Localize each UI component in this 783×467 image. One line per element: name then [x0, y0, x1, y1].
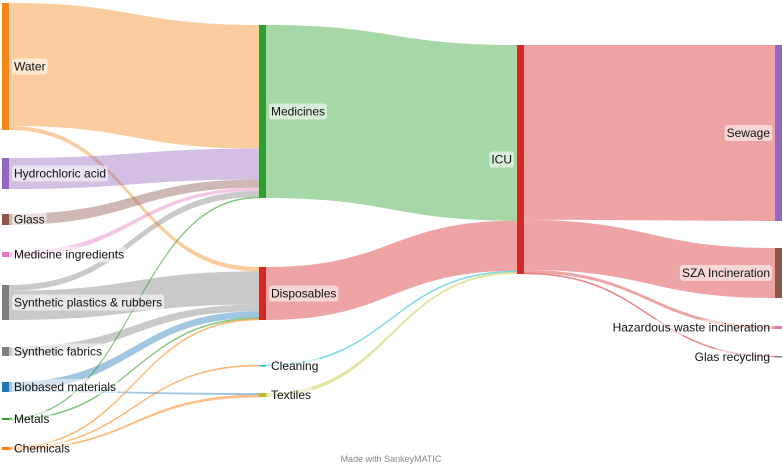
node-label-bg-hazardous — [610, 319, 772, 336]
node-plastics — [2, 285, 9, 320]
node-medicines — [259, 25, 266, 198]
node-label-bg-metals — [12, 411, 52, 427]
node-hcl — [2, 158, 9, 189]
node-label-bg-sewage — [724, 125, 773, 141]
node-label-bg-textiles — [269, 387, 314, 403]
node-label-chemicals: Chemicals — [14, 442, 70, 456]
node-label-bg-icu — [489, 151, 514, 168]
flow-water-to-medicines — [9, 3, 259, 149]
node-label-bg-biobased — [12, 379, 119, 395]
node-hazardous — [775, 326, 782, 329]
node-label-bg-fabrics — [12, 343, 105, 360]
node-label-med_ing: Medicine ingredients — [14, 248, 124, 262]
sankey-links — [8, 3, 776, 451]
node-label-sewage: Sewage — [727, 126, 771, 140]
node-label-biobased: Biobased materials — [14, 380, 116, 394]
flow-icu-to-sewage — [524, 45, 775, 221]
node-icu — [517, 45, 524, 274]
node-med_ing — [2, 252, 9, 257]
node-label-hcl: Hydrochloric acid — [14, 167, 106, 181]
node-label-bg-disposables — [269, 285, 339, 302]
flow-icu-to-hazardous — [524, 269, 775, 329]
flow-plastics-to-medicines — [9, 190, 259, 291]
node-label-water: Water — [14, 60, 46, 74]
node-glass — [2, 214, 9, 225]
node-label-metals: Metals — [14, 412, 49, 426]
node-label-bg-sza — [679, 265, 772, 281]
node-label-medicines: Medicines — [271, 105, 325, 119]
node-disposables — [259, 267, 266, 320]
node-label-hazardous: Hazardous waste incineration — [613, 321, 770, 335]
flow-textiles-to-icu — [266, 271, 517, 397]
node-label-cleaning: Cleaning — [271, 359, 318, 373]
node-label-fabrics: Synthetic fabrics — [14, 345, 102, 359]
node-sewage — [775, 45, 782, 221]
credit-text: Made with SankeyMATIC — [341, 454, 442, 464]
node-glas_rec — [775, 356, 782, 358]
node-water — [2, 3, 9, 130]
node-label-bg-med_ing — [12, 246, 127, 263]
node-label-icu: ICU — [491, 153, 512, 167]
flow-fabrics-to-disposables — [9, 304, 259, 356]
node-label-bg-cleaning — [269, 357, 321, 374]
node-label-textiles: Textiles — [271, 388, 311, 402]
node-label-bg-glas_rec — [692, 348, 772, 365]
node-fabrics — [2, 347, 9, 356]
node-label-glass: Glass — [14, 213, 45, 227]
node-label-bg-hcl — [12, 165, 109, 182]
node-label-bg-medicines — [269, 103, 328, 120]
node-label-bg-plastics — [12, 294, 165, 311]
node-label-bg-chemicals — [12, 440, 73, 457]
sankey-nodes — [2, 3, 782, 450]
node-metals — [2, 418, 9, 420]
node-textiles — [259, 393, 266, 397]
node-chemicals — [2, 447, 9, 450]
flow-med_ing-to-medicines — [9, 187, 259, 257]
node-biobased — [2, 382, 9, 392]
flow-disposables-to-icu — [266, 220, 517, 320]
node-cleaning — [259, 365, 266, 367]
flow-water-to-disposables — [9, 125, 259, 272]
flow-biobased-to-disposables — [9, 311, 259, 391]
node-sza — [775, 248, 782, 298]
flow-chemicals-to-cleaning — [8, 364, 260, 450]
node-label-glas_rec: Glas recycling — [695, 350, 770, 364]
node-label-plastics: Synthetic plastics & rubbers — [14, 296, 162, 310]
flow-medicines-to-icu — [266, 25, 517, 221]
flow-glass-to-medicines — [9, 179, 259, 225]
flow-icu-to-sza — [524, 219, 775, 298]
node-label-bg-glass — [12, 211, 47, 228]
node-label-bg-water — [12, 58, 48, 75]
node-label-disposables: Disposables — [271, 287, 336, 301]
node-label-sza: SZA Incineration — [682, 266, 770, 280]
sankey-labels: Water Hydrochloric acid Glass Medicine ingr… — [12, 58, 773, 457]
